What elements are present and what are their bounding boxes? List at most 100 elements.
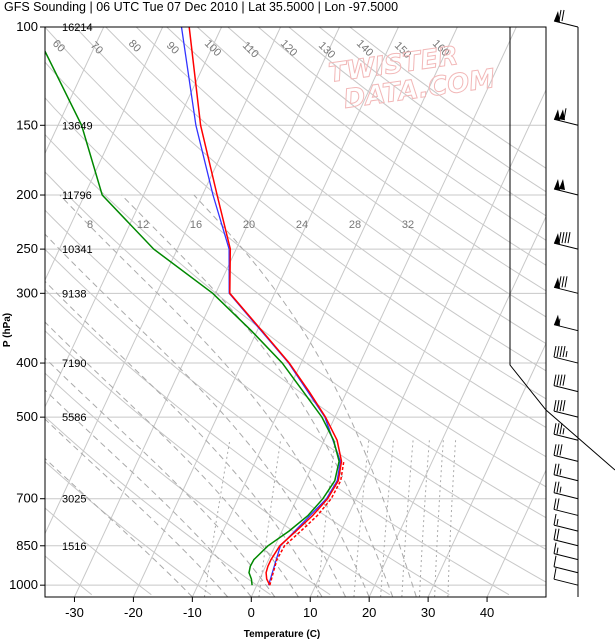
wind-barb-full [562, 400, 566, 412]
wind-barb-full [553, 423, 557, 435]
wind-barb-staff [553, 553, 579, 561]
wind-barb-pennant [554, 109, 560, 121]
dew-profile-line [45, 49, 340, 586]
isotherm-label: 100 [202, 38, 223, 59]
wind-barb-full [553, 555, 557, 567]
wind-barb [553, 276, 579, 294]
isotherm-label: 70 [88, 40, 105, 57]
dry-adiabat-line [349, 27, 546, 169]
wind-barb-full [564, 232, 568, 244]
isotherm-line [368, 215, 546, 597]
height-label: 1516 [62, 541, 86, 553]
height-label: 13649 [62, 120, 93, 132]
wind-barb [553, 374, 579, 393]
wind-barb-full [553, 542, 557, 554]
wind-barb [553, 179, 579, 196]
pressure-tick-label: 700 [16, 491, 38, 506]
wind-barb-pennant [554, 277, 560, 289]
profiles [45, 27, 345, 586]
wind-barb-staff [553, 492, 579, 500]
isotherm-line [45, 27, 281, 535]
temperature-tick-label: 0 [248, 605, 255, 620]
dry-adiabat-line [45, 61, 546, 458]
height-label: 3025 [62, 494, 86, 506]
wind-barb-full [553, 463, 557, 475]
moist-adiabat-line [45, 389, 252, 597]
dry-adiabat-line [45, 372, 331, 596]
wind-barb-half [559, 468, 562, 475]
pressure-tick-label: 150 [16, 117, 38, 132]
wind-barb-full [556, 400, 560, 412]
moist-adiabat-line [45, 233, 347, 597]
isotherm-line [250, 27, 517, 597]
height-label: 10341 [62, 244, 93, 256]
isotherm-label: 60 [50, 38, 67, 55]
wind-barb-full [563, 108, 567, 120]
wind-barb-full [558, 276, 562, 288]
wind-barb-full [567, 232, 571, 244]
wind-barb-half [558, 318, 561, 325]
dry-adiabat-line [257, 27, 546, 241]
mixing-ratio-label: 24 [296, 219, 308, 231]
temperature-axis: -30 -20 -10 0 10 20 30 40 [65, 597, 494, 620]
wind-barb-full [556, 345, 560, 358]
wind-barb-half [556, 547, 559, 554]
wind-barb-full [561, 232, 565, 244]
isotherm-label: 80 [126, 38, 143, 55]
wind-barb-full [553, 513, 557, 526]
dry-adiabat-line [105, 27, 546, 372]
dry-adiabat-line [166, 27, 546, 318]
temperature-tick-label: 20 [362, 605, 376, 620]
dry-adiabat-line [45, 248, 510, 596]
x-axis-title: Temperature (C) [244, 629, 321, 640]
pressure-axis: 100 16214 150 13649 200 11796 250 10341 300 9138 4… [9, 19, 93, 592]
wind-barb [553, 9, 579, 28]
isotherm-line [132, 27, 399, 597]
moist-adiabat-line [45, 280, 323, 597]
height-label: 16214 [62, 22, 93, 34]
isotherm-line [45, 27, 46, 28]
wind-barb-full [553, 345, 557, 358]
mixing-ratio-line [380, 440, 394, 597]
wind-barb-full [556, 374, 560, 386]
pressure-tick-label: 300 [16, 285, 38, 300]
pressure-tick-label: 400 [16, 355, 38, 370]
moist-adiabat-line [45, 321, 299, 597]
dry-adiabat-line [45, 209, 546, 583]
wind-barb-full [556, 463, 560, 475]
wind-barb [553, 463, 579, 482]
isotherm-label: 120 [278, 38, 299, 59]
wind-barb-full [559, 345, 563, 358]
wind-barb-staff [553, 578, 579, 586]
wind-barb [553, 481, 579, 500]
dry-adiabat-line [45, 171, 546, 551]
wind-barb-full [553, 374, 557, 386]
mixing-ratio-line [447, 440, 457, 597]
wind-barb [553, 568, 579, 586]
wind-barb-staff [553, 474, 579, 482]
wind-barb-full [559, 374, 563, 386]
mixing-ratio-line [203, 440, 231, 597]
temperature-tick-label: 40 [480, 605, 494, 620]
wind-barb-pennant [554, 233, 560, 245]
plot-frame [44, 26, 547, 598]
temperature-tick-label: -30 [65, 605, 84, 620]
dry-adiabat-line [196, 27, 546, 292]
wind-barb-staff [553, 356, 579, 364]
wind-barb-full [553, 481, 557, 493]
wind-barb-staff [553, 566, 579, 574]
wind-barb-full [556, 423, 560, 435]
parcel-profile-line [269, 461, 345, 586]
tv-profile-line [180, 27, 341, 586]
moist-adiabat-line [45, 457, 193, 597]
mixing-ratio-label: 12 [137, 219, 149, 231]
dry-adiabat-line [74, 27, 546, 400]
isotherm-line [486, 469, 546, 597]
wind-barb-panel [509, 9, 615, 597]
moist-adiabat-line [59, 194, 370, 597]
wind-barb-full [561, 9, 565, 22]
isotherm-line [427, 342, 546, 597]
isotherm-line [309, 88, 546, 597]
